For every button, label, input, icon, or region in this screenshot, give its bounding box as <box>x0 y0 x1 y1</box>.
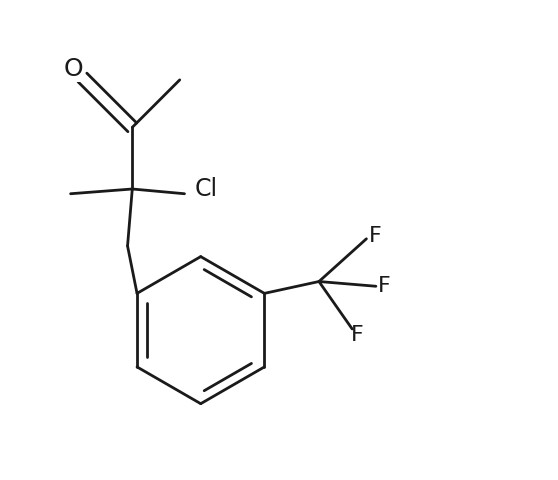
Text: O: O <box>64 57 84 81</box>
Text: Cl: Cl <box>194 177 218 201</box>
Text: F: F <box>350 324 363 345</box>
Text: F: F <box>369 227 381 246</box>
Text: F: F <box>378 276 391 296</box>
